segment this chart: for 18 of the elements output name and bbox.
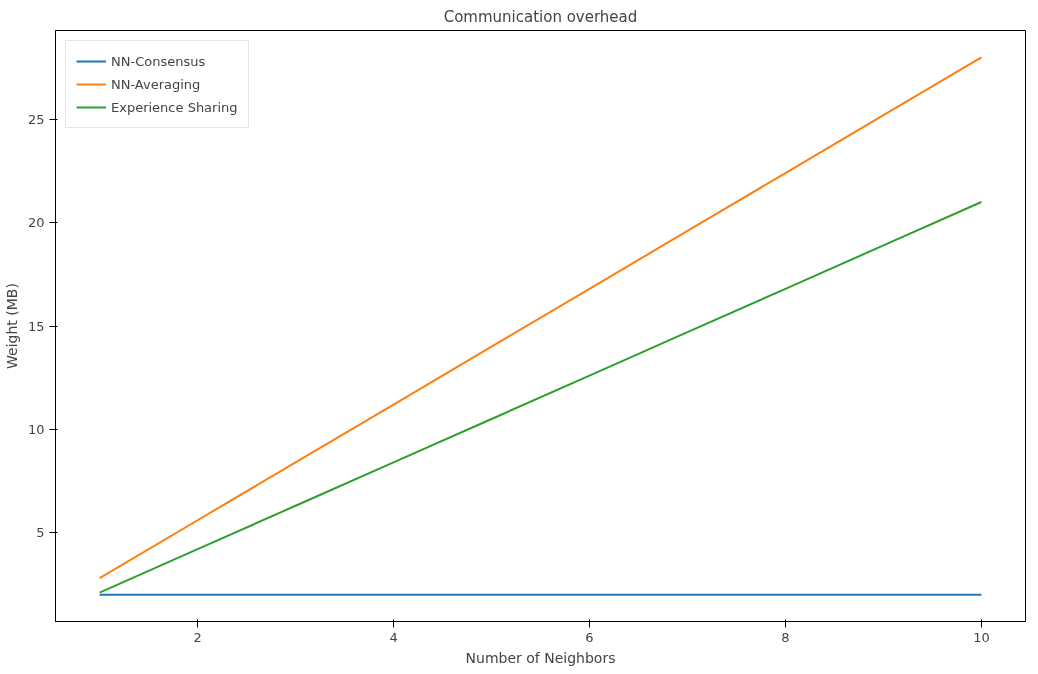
x-tick-label: 10 [973,629,990,645]
line-series [98,56,983,580]
chart-title: Communication overhead [443,7,638,26]
legend-label: Experience Sharing [111,99,238,115]
x-tick-label: 8 [781,629,790,645]
y-tick-label: 5 [36,525,45,541]
x-tick-label: 4 [389,629,398,645]
legend-label: NN-Consensus [111,53,206,69]
y-axis-title: Weight (MB) [3,283,20,369]
y-tick-label: 20 [27,215,45,231]
x-tick-label: 2 [193,629,202,645]
y-tick-label: 15 [27,318,45,334]
legend-label: NN-Averaging [111,76,201,92]
line-series [98,201,983,594]
x-axis-title: Number of Neighbors [465,649,616,666]
y-tick-label: 25 [27,111,45,127]
x-tick-label: 6 [585,629,594,645]
y-tick-label: 10 [27,421,45,437]
